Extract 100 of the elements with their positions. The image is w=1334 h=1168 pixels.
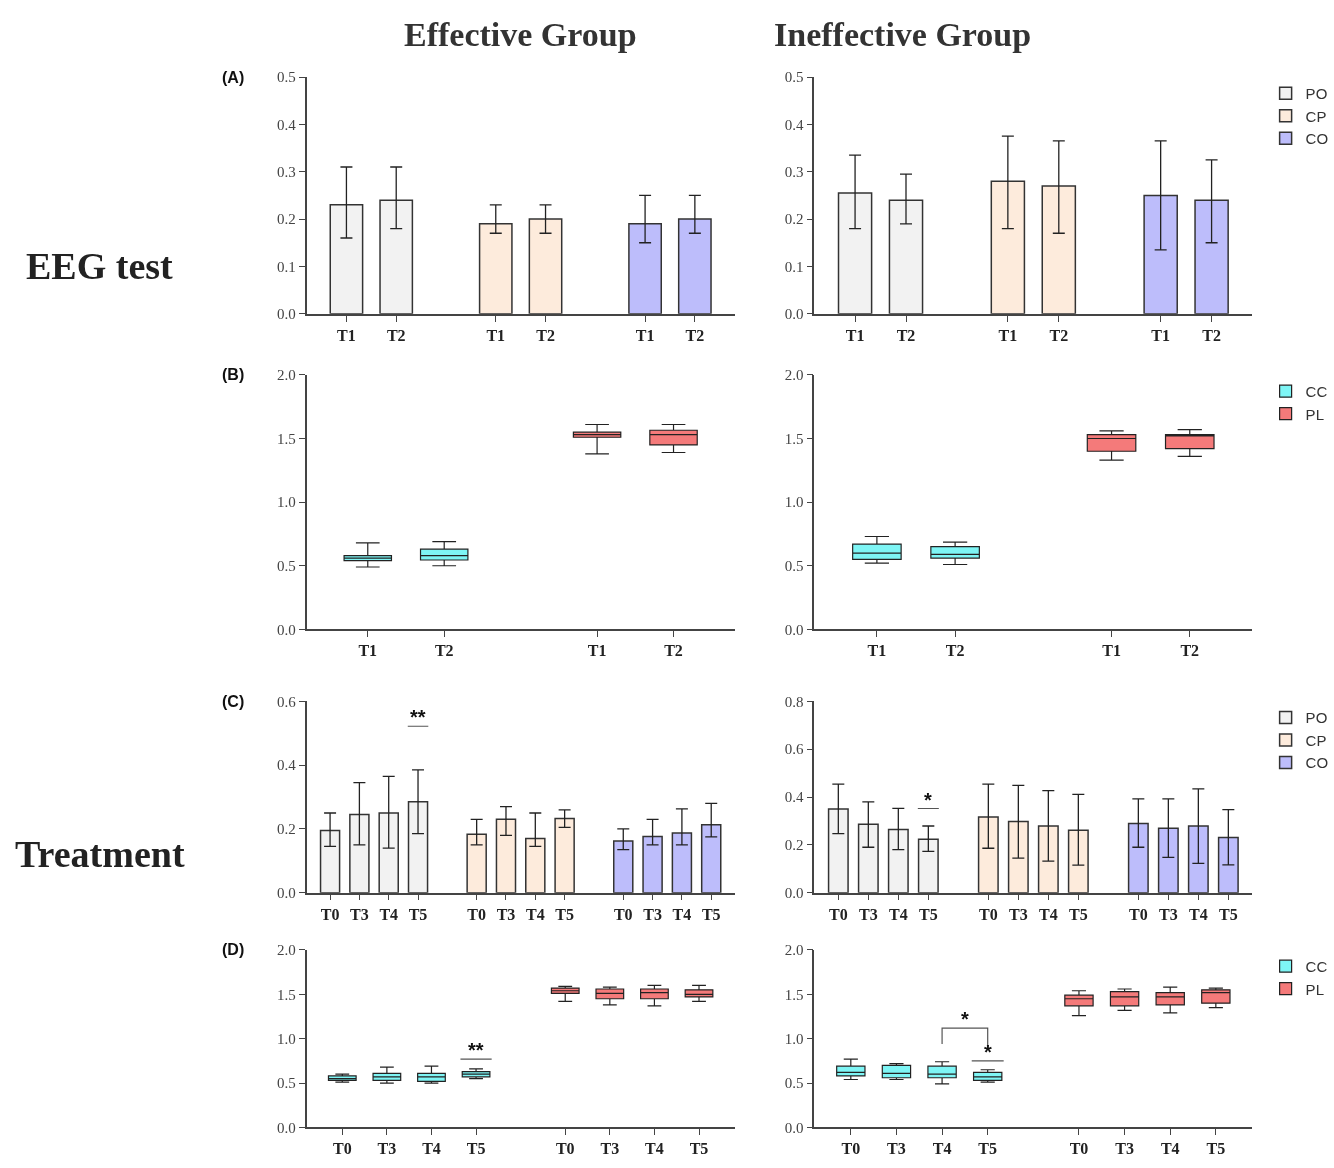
x-tick-label: T2 — [945, 642, 965, 660]
x-tick-label: T1 — [587, 642, 607, 660]
x-tick-label: T2 — [1049, 326, 1069, 344]
x-tick-label: T3 — [858, 905, 878, 923]
x-tick-label: T2 — [1202, 326, 1221, 344]
y-tick-label: 0.0 — [784, 884, 804, 901]
x-tick-label: T4 — [932, 1140, 952, 1158]
annotation: * — [984, 1041, 992, 1063]
legend-label: PO — [1305, 709, 1328, 727]
x-tick-label: T5 — [918, 905, 938, 923]
x-tick-label: T1 — [867, 642, 887, 660]
x-tick-label: T4 — [422, 1140, 441, 1158]
x-tick-label: T0 — [841, 1140, 861, 1158]
text: (D) — [222, 941, 245, 958]
y-tick-label: 1.0 — [277, 494, 296, 511]
legend-label: CO — [1305, 754, 1329, 772]
y-tick-label: 0.2 — [277, 211, 296, 228]
text: EEG test — [26, 245, 174, 287]
y-tick-label: 1.5 — [784, 430, 804, 447]
text: Treatment — [15, 833, 185, 875]
x-tick-label: T2 — [434, 642, 454, 660]
legend-label: CP — [1305, 107, 1327, 125]
x-tick-label: T1 — [486, 326, 506, 344]
legend-label: CP — [1305, 731, 1327, 749]
x-tick-label: T5 — [689, 1140, 709, 1158]
x-tick-label: T0 — [978, 905, 998, 923]
x-tick-label: T5 — [701, 905, 721, 923]
x-tick-label: T0 — [320, 905, 340, 923]
x-tick-label: T0 — [828, 905, 848, 923]
y-tick-label: 0.0 — [277, 1119, 296, 1136]
y-tick-label: 0.4 — [784, 789, 805, 806]
x-tick-label: T0 — [1069, 1140, 1089, 1158]
x-tick-label: T2 — [664, 642, 683, 660]
chart-title: Effective Group — [404, 16, 637, 53]
x-tick-label: T2 — [896, 326, 916, 344]
y-tick-label: 0.0 — [784, 1119, 804, 1136]
y-tick-label: 1.0 — [784, 1030, 804, 1047]
x-tick-label: T0 — [467, 905, 486, 923]
legend-label: CO — [1305, 130, 1329, 148]
y-tick-label: 1.0 — [277, 1030, 296, 1047]
y-tick-label: 0.6 — [277, 693, 297, 710]
text: (A) — [222, 69, 245, 86]
x-tick-label: T3 — [1115, 1140, 1134, 1158]
x-tick-label: T1 — [1102, 642, 1121, 660]
y-tick-label: 2.0 — [277, 367, 296, 384]
annotation: * — [924, 789, 932, 811]
y-tick-label: 0.5 — [784, 69, 804, 86]
x-tick-label: T3 — [643, 905, 662, 923]
x-tick-label: T1 — [998, 326, 1018, 344]
y-tick-label: 0.0 — [784, 621, 804, 638]
x-tick-label: T5 — [1219, 905, 1238, 923]
y-tick-label: 0.8 — [784, 693, 804, 710]
y-tick-label: 0.0 — [784, 306, 804, 322]
y-tick-label: 0.0 — [277, 306, 296, 322]
x-tick-label: T3 — [377, 1140, 397, 1158]
x-tick-label: T5 — [1068, 905, 1088, 923]
y-tick-label: 0.1 — [784, 258, 804, 275]
y-tick-label: 2.0 — [784, 367, 804, 384]
x-tick-label: T5 — [555, 905, 574, 923]
x-tick-label: T0 — [555, 1140, 575, 1158]
x-tick-label: T1 — [635, 326, 655, 344]
x-tick-label: T2 — [536, 326, 555, 344]
y-tick-label: 0.3 — [277, 163, 296, 180]
x-tick-label: T1 — [1151, 326, 1170, 344]
x-tick-label: T0 — [332, 1140, 352, 1158]
y-tick-label: 0.5 — [277, 69, 296, 86]
annotation: ** — [410, 706, 426, 728]
y-tick-label: 0.5 — [784, 558, 804, 574]
legend-label: PO — [1305, 85, 1328, 103]
y-tick-label: 0.4 — [277, 757, 297, 774]
y-tick-label: 0.5 — [784, 1075, 804, 1092]
x-tick-label: T4 — [1160, 1140, 1180, 1158]
x-tick-label: T5 — [1206, 1140, 1226, 1158]
x-tick-label: T4 — [1038, 905, 1058, 923]
x-tick-label: T0 — [1129, 905, 1148, 923]
x-tick-label: T3 — [496, 905, 516, 923]
y-tick-label: 2.0 — [277, 942, 296, 959]
y-tick-label: 0.0 — [277, 621, 296, 638]
legend-label: PL — [1305, 405, 1324, 423]
x-tick-label: T5 — [408, 905, 428, 923]
text: (C) — [222, 693, 245, 710]
x-tick-label: T4 — [525, 905, 545, 923]
x-tick-label: T4 — [1189, 905, 1208, 923]
y-tick-label: 0.3 — [784, 163, 804, 180]
y-tick-label: 0.4 — [784, 116, 805, 133]
y-tick-label: 0.1 — [277, 258, 296, 275]
x-tick-label: T1 — [337, 326, 356, 344]
x-tick-label: T3 — [1008, 905, 1028, 923]
x-tick-label: T3 — [350, 905, 369, 923]
y-tick-label: 0.2 — [784, 837, 804, 854]
x-tick-label: T1 — [845, 326, 865, 344]
x-tick-label: T5 — [978, 1140, 998, 1158]
x-tick-label: T5 — [466, 1140, 486, 1158]
y-tick-label: 0.5 — [277, 1075, 296, 1092]
y-tick-label: 0.4 — [277, 116, 297, 133]
x-tick-label: T2 — [1180, 642, 1200, 660]
x-tick-label: T0 — [613, 905, 633, 923]
y-tick-label: 0.5 — [277, 558, 296, 574]
x-tick-label: T4 — [672, 905, 692, 923]
annotation: * — [961, 1008, 969, 1030]
